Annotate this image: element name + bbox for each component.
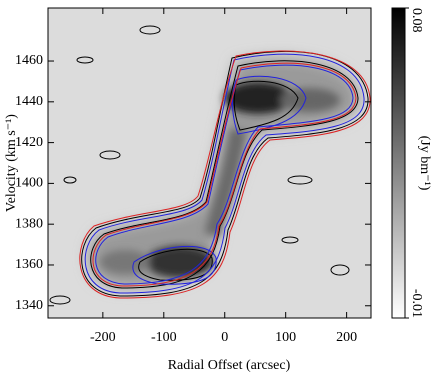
x-axis-label: Radial Offset (arcsec) bbox=[168, 358, 291, 373]
x-tick-label: -100 bbox=[151, 330, 177, 345]
colorbar bbox=[391, 7, 406, 319]
plot-frame bbox=[47, 7, 372, 319]
x-tick-label: 200 bbox=[336, 330, 357, 345]
colorbar-tick-label: 0.08 bbox=[409, 8, 424, 33]
y-tick-label: 1460 bbox=[15, 53, 43, 68]
y-tick-label: 1340 bbox=[15, 298, 43, 313]
y-tick-label: 1400 bbox=[15, 176, 43, 191]
x-tick-label: 0 bbox=[221, 330, 228, 345]
y-axis-label: Velocity (km s⁻¹) bbox=[4, 114, 19, 212]
colorbar-label: (Jy bm⁻¹) bbox=[417, 136, 432, 191]
y-tick-label: 1420 bbox=[15, 135, 43, 150]
x-tick-label: -200 bbox=[90, 330, 116, 345]
y-tick-label: 1440 bbox=[15, 94, 43, 109]
pv-image bbox=[48, 8, 371, 318]
y-tick-label: 1360 bbox=[15, 257, 43, 272]
x-tick-label: 100 bbox=[275, 330, 296, 345]
y-tick-label: 1380 bbox=[15, 216, 43, 231]
colorbar-tick-label: -0.01 bbox=[409, 289, 424, 318]
